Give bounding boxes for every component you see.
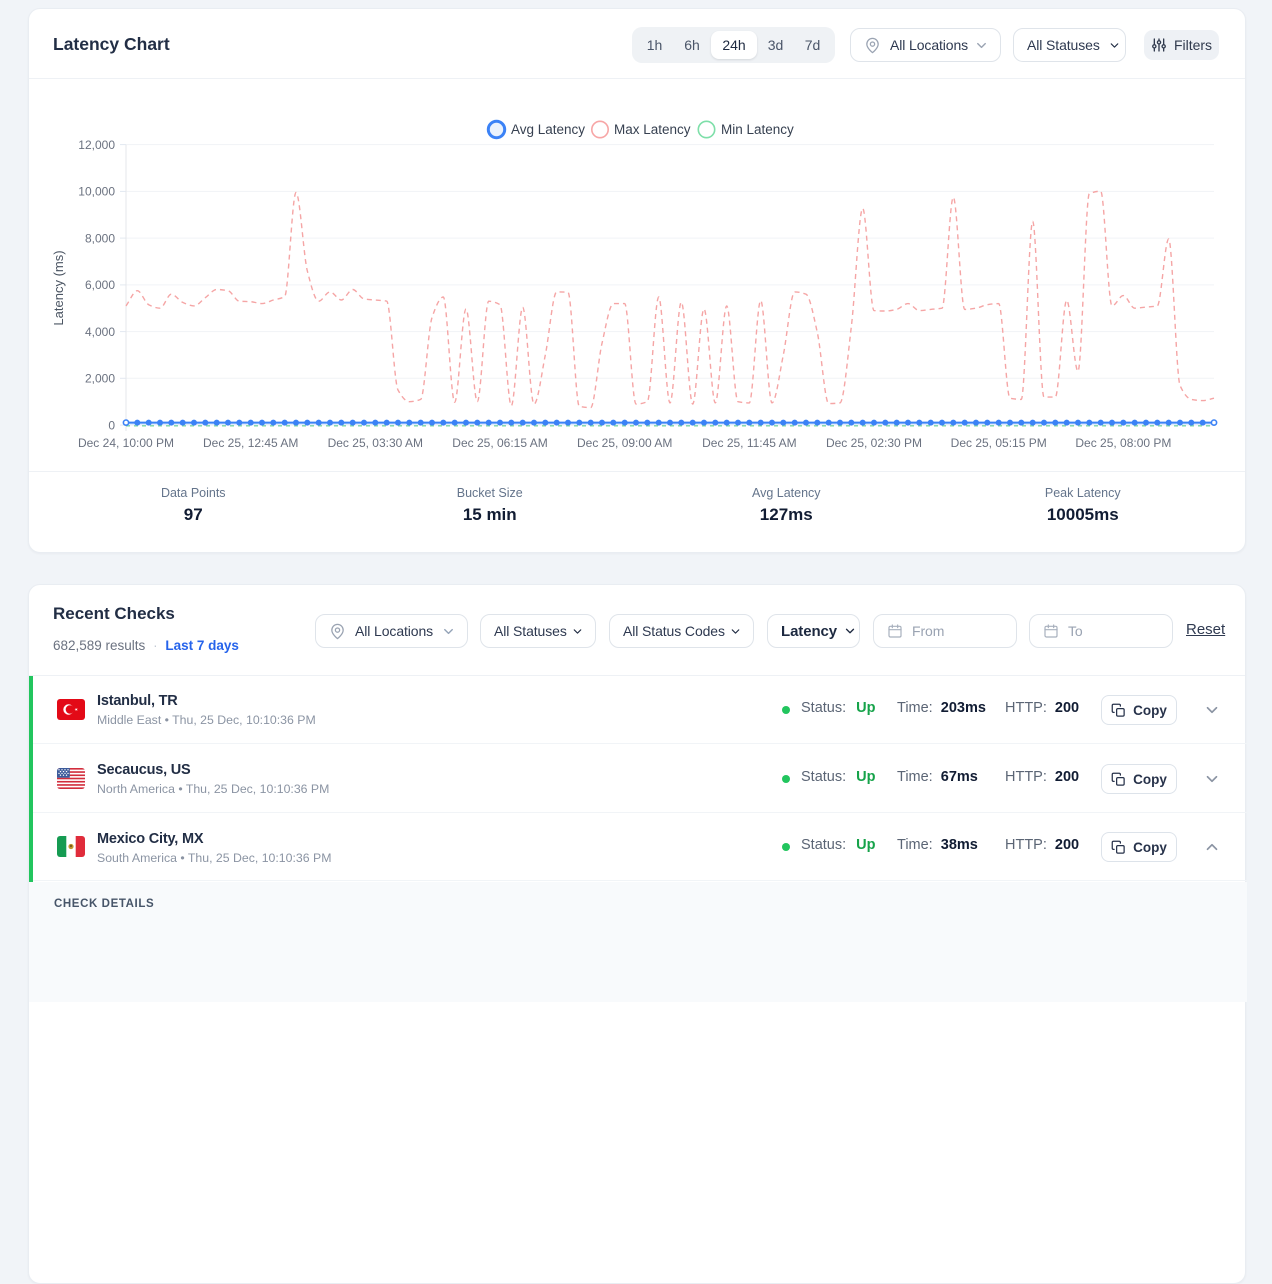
svg-text:4,000: 4,000	[85, 325, 115, 339]
svg-text:2,000: 2,000	[85, 372, 115, 386]
svg-text:12,000: 12,000	[78, 138, 115, 152]
svg-text:Dec 25, 03:30 AM: Dec 25, 03:30 AM	[328, 436, 423, 450]
svg-text:Dec 25, 09:00 AM: Dec 25, 09:00 AM	[577, 436, 672, 450]
svg-text:Max Latency: Max Latency	[614, 122, 691, 137]
svg-text:10,000: 10,000	[78, 185, 115, 199]
svg-text:0: 0	[108, 418, 115, 432]
svg-text:6,000: 6,000	[85, 278, 115, 292]
svg-text:Min Latency: Min Latency	[721, 122, 794, 137]
svg-text:Latency (ms): Latency (ms)	[51, 250, 66, 325]
svg-text:Dec 25, 08:00 PM: Dec 25, 08:00 PM	[1075, 436, 1171, 450]
svg-text:Dec 25, 11:45 AM: Dec 25, 11:45 AM	[702, 436, 797, 450]
svg-text:Dec 25, 06:15 AM: Dec 25, 06:15 AM	[452, 436, 547, 450]
svg-text:Dec 25, 12:45 AM: Dec 25, 12:45 AM	[203, 436, 298, 450]
svg-text:Avg Latency: Avg Latency	[511, 122, 585, 137]
svg-text:Dec 24, 10:00 PM: Dec 24, 10:00 PM	[78, 436, 174, 450]
svg-text:8,000: 8,000	[85, 231, 115, 245]
svg-text:Dec 25, 05:15 PM: Dec 25, 05:15 PM	[951, 436, 1047, 450]
svg-text:Dec 25, 02:30 PM: Dec 25, 02:30 PM	[826, 436, 922, 450]
